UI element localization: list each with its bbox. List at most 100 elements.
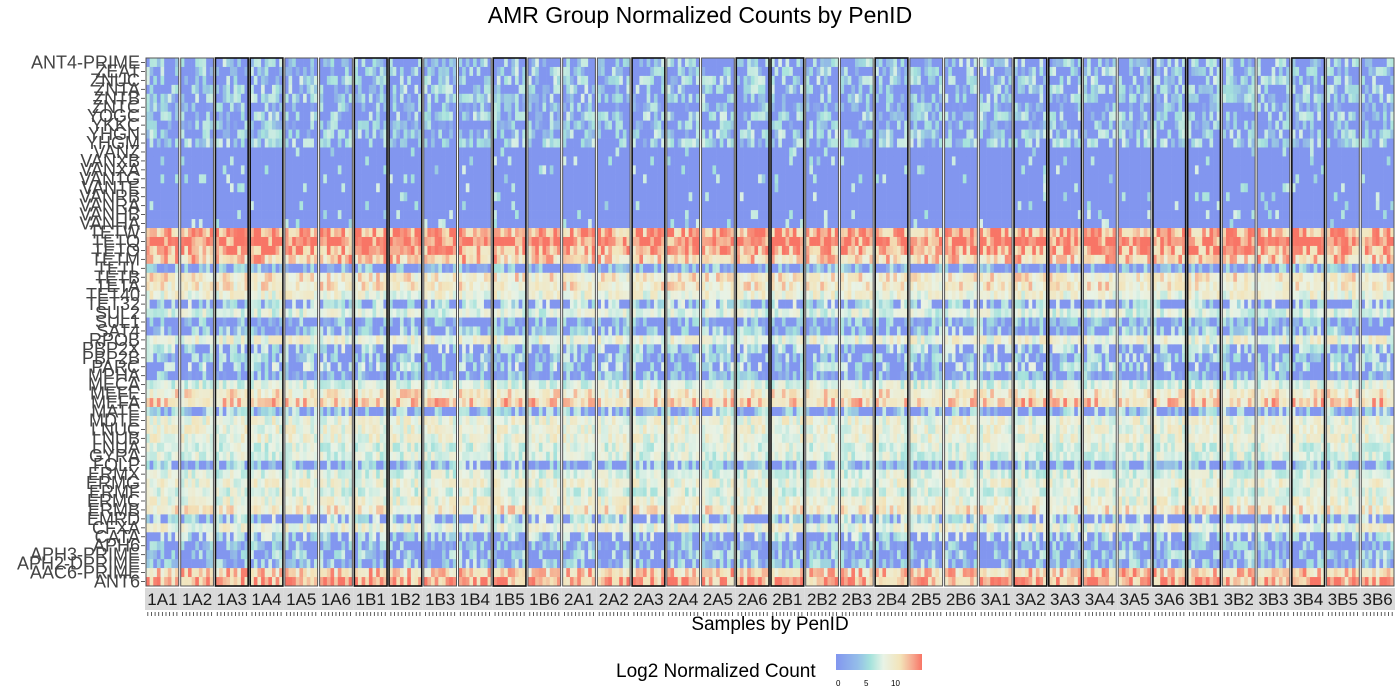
heatmap-cell bbox=[233, 138, 238, 148]
heatmap-cell bbox=[334, 496, 339, 506]
heatmap-cell bbox=[452, 496, 457, 506]
heatmap-cell bbox=[164, 380, 169, 390]
heatmap-cell bbox=[452, 505, 457, 515]
heatmap-cell bbox=[376, 514, 381, 524]
heatmap-cell bbox=[268, 433, 273, 444]
heatmap-cell bbox=[187, 93, 192, 104]
heatmap-cell bbox=[253, 228, 258, 238]
heatmap-cell bbox=[184, 389, 189, 399]
heatmap-cell bbox=[257, 66, 262, 77]
heatmap-cell bbox=[275, 380, 280, 390]
heatmap-cell bbox=[257, 129, 262, 139]
heatmap-cell bbox=[345, 58, 349, 68]
heatmap-cell bbox=[233, 371, 238, 381]
heatmap-cell bbox=[306, 93, 311, 104]
heatmap-cell bbox=[229, 129, 234, 139]
heatmap-cell bbox=[160, 281, 165, 291]
heatmap-cell bbox=[323, 66, 328, 77]
heatmap-cell bbox=[326, 353, 331, 363]
heatmap-cell bbox=[345, 505, 349, 515]
heatmap-cell bbox=[376, 111, 381, 121]
heatmap-cell bbox=[268, 514, 273, 524]
heatmap-cell bbox=[146, 219, 150, 229]
heatmap-cell bbox=[434, 442, 439, 453]
heatmap-cell bbox=[341, 362, 346, 372]
heatmap-cell bbox=[153, 514, 158, 524]
heatmap-cell bbox=[264, 496, 269, 506]
heatmap-cell bbox=[191, 424, 196, 435]
heatmap-cell bbox=[418, 201, 423, 211]
heatmap-cell bbox=[326, 120, 331, 130]
heatmap-cell bbox=[226, 505, 231, 515]
heatmap-cell bbox=[379, 272, 384, 283]
heatmap-cell bbox=[423, 210, 428, 220]
heatmap-cell bbox=[295, 424, 300, 435]
heatmap-cell bbox=[365, 424, 370, 435]
heatmap-cell bbox=[319, 371, 324, 381]
heatmap-cell bbox=[292, 228, 297, 238]
heatmap-cell bbox=[379, 496, 384, 506]
heatmap-cell bbox=[449, 550, 454, 560]
heatmap-cell bbox=[319, 362, 324, 372]
heatmap-cell bbox=[202, 102, 207, 112]
heatmap-cell bbox=[462, 174, 467, 184]
heatmap-cell bbox=[465, 147, 470, 157]
heatmap-cell bbox=[261, 210, 266, 220]
heatmap-cell bbox=[244, 505, 249, 515]
heatmap-cell bbox=[195, 559, 200, 569]
heatmap-cell bbox=[171, 514, 176, 524]
heatmap-cell bbox=[171, 362, 176, 372]
heatmap-cell bbox=[275, 532, 280, 542]
heatmap-cell bbox=[310, 263, 315, 274]
heatmap-cell bbox=[414, 93, 419, 104]
heatmap-cell bbox=[237, 102, 242, 112]
heatmap-cell bbox=[449, 174, 454, 184]
heatmap-cell bbox=[487, 201, 492, 211]
heatmap-cell bbox=[399, 389, 404, 399]
heatmap-cell bbox=[341, 415, 346, 426]
heatmap-cell bbox=[392, 487, 397, 497]
heatmap-cell bbox=[271, 398, 276, 408]
heatmap-cell bbox=[427, 326, 432, 336]
heatmap-cell bbox=[313, 281, 318, 291]
heatmap-cell bbox=[323, 335, 328, 345]
heatmap-cell bbox=[198, 156, 203, 166]
heatmap-cell bbox=[368, 66, 373, 77]
heatmap-cell bbox=[292, 424, 297, 435]
heatmap-cell bbox=[149, 550, 154, 560]
heatmap-cell bbox=[313, 523, 318, 533]
heatmap-cell bbox=[237, 398, 242, 408]
heatmap-cell bbox=[233, 93, 238, 104]
heatmap-cell bbox=[423, 263, 428, 274]
heatmap-cell bbox=[476, 219, 481, 229]
heatmap-cell bbox=[202, 389, 207, 399]
heatmap-cell bbox=[146, 93, 150, 104]
heatmap-cell bbox=[180, 514, 185, 524]
heatmap-cell bbox=[209, 335, 214, 345]
heatmap-cell bbox=[149, 236, 154, 247]
heatmap-cell bbox=[187, 541, 192, 551]
heatmap-cell bbox=[396, 505, 401, 515]
heatmap-cell bbox=[164, 532, 169, 542]
heatmap-cell bbox=[462, 228, 467, 238]
heatmap-cell bbox=[253, 353, 258, 363]
heatmap-cell bbox=[184, 192, 189, 202]
heatmap-cell bbox=[299, 371, 304, 381]
heatmap-cell bbox=[175, 236, 180, 247]
heatmap-cell bbox=[175, 210, 180, 220]
heatmap-cell bbox=[423, 58, 428, 68]
heatmap-cell bbox=[414, 219, 419, 229]
heatmap-cell bbox=[345, 478, 349, 488]
heatmap-cell bbox=[175, 335, 180, 345]
heatmap-cell bbox=[175, 66, 180, 77]
heatmap-cell bbox=[323, 451, 328, 462]
heatmap-cell bbox=[195, 371, 200, 381]
heatmap-cell bbox=[326, 308, 331, 318]
heatmap-cell bbox=[171, 469, 176, 479]
heatmap-cell bbox=[379, 210, 384, 220]
heatmap-cell bbox=[233, 362, 238, 372]
heatmap-cell bbox=[261, 228, 266, 238]
heatmap-cell bbox=[215, 93, 220, 104]
heatmap-cell bbox=[219, 469, 224, 479]
heatmap-cell bbox=[392, 219, 397, 229]
